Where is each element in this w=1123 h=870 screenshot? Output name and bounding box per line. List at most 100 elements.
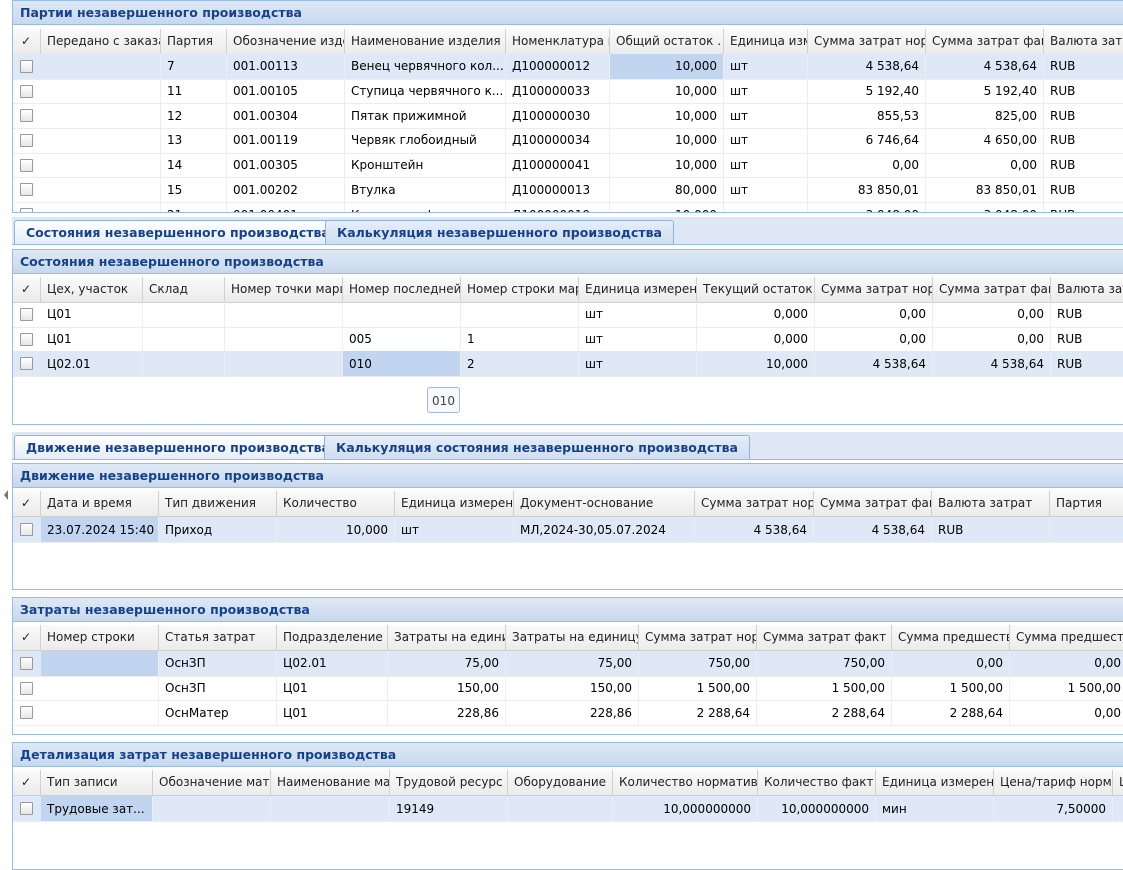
grid-cell[interactable]: 7 (161, 54, 227, 79)
column-header[interactable]: Затраты на единицу (506, 625, 639, 650)
column-header[interactable]: Сумма затрат норм (815, 277, 933, 302)
grid-cell[interactable]: шт (724, 177, 808, 203)
grid-cell[interactable]: 825,00 (926, 103, 1044, 129)
column-header[interactable]: Единица изм (724, 29, 808, 54)
column-header[interactable]: Сумма предшеству (892, 625, 1010, 650)
grid-cell[interactable]: 4 650,00 (926, 128, 1044, 153)
grid-cell[interactable]: МЛ,2024-30,05.07.2024 (514, 517, 695, 542)
grid-cell[interactable]: 001.00105 (227, 78, 345, 104)
grid-cell[interactable]: Кронштейн (345, 152, 506, 178)
grid-cell[interactable]: 0,00 (933, 302, 1051, 327)
column-header[interactable]: Сумма затрат норм (639, 625, 757, 650)
grid-cell[interactable]: 1 (461, 326, 579, 352)
grid-cell[interactable] (41, 177, 161, 203)
grid-row[interactable]: ОснМатер Ц01 228,86 228,86 2 288,64 2 288,64 2… (13, 700, 1123, 727)
column-header[interactable]: Сумма предшеств (1010, 625, 1123, 650)
grid-cell[interactable]: Трудовые зат... (41, 796, 153, 821)
grid-cell[interactable]: Ц01 (41, 326, 143, 352)
grid-cell[interactable]: Ступица червячного к... (345, 78, 506, 104)
grid-cell[interactable]: Д100000013 (506, 177, 610, 203)
grid-cell[interactable]: 10,000 (610, 103, 724, 129)
grid-cell[interactable]: 4 538,64 (926, 54, 1044, 79)
grid-cell[interactable] (1050, 517, 1123, 542)
grid-cell[interactable] (41, 54, 161, 79)
grid-cell[interactable]: 0,00 (926, 152, 1044, 178)
grid-cell[interactable]: 1 500,00 (1010, 676, 1123, 701)
grid-cell[interactable]: шт (724, 54, 808, 79)
grid-cell[interactable]: ОснЗП (159, 651, 277, 676)
grid-cell[interactable]: 150,00 (388, 675, 506, 701)
grid-cell[interactable]: 7,50000 (994, 796, 1113, 821)
column-header[interactable]: Склад (143, 277, 225, 302)
grid-cell[interactable] (153, 796, 271, 821)
grid-cell[interactable] (41, 202, 161, 212)
row-checkbox[interactable] (20, 681, 33, 695)
grid-cell[interactable] (271, 796, 390, 821)
column-header[interactable]: Валюта затрат (932, 491, 1050, 516)
grid-cell[interactable]: 75,00 (388, 651, 506, 676)
grid-cell[interactable]: 001.00305 (227, 152, 345, 178)
column-header[interactable]: Единица измерени (876, 770, 994, 795)
grid-cell[interactable]: 2 (461, 351, 579, 377)
grid-row[interactable]: Ц01 шт 0,000 0,00 0,00 RUB (13, 302, 1123, 328)
column-header[interactable]: Номер строки (41, 625, 159, 650)
grid-cell[interactable]: Венец червячного кол... (345, 54, 506, 79)
row-checkbox[interactable] (20, 133, 33, 147)
grid-cell[interactable] (41, 700, 159, 726)
grid-row[interactable]: Трудовые зат... 19149 10,000000000 10,00000… (13, 796, 1123, 822)
row-checkbox[interactable] (20, 109, 33, 123)
column-header[interactable]: Номер точки марш (225, 277, 343, 302)
grid-cell[interactable]: 10,000 (610, 128, 724, 153)
grid-row[interactable]: 13 001.00119 Червяк глобоидный Д100000034 10… (13, 128, 1123, 154)
grid-cell[interactable]: 1 500,00 (757, 675, 892, 701)
grid-cell[interactable]: шт (724, 78, 808, 104)
grid-cell[interactable] (41, 128, 161, 153)
row-checkbox[interactable] (20, 523, 33, 536)
grid-cell[interactable]: RUB (932, 517, 1050, 542)
grid-cell[interactable]: 010 (343, 351, 461, 377)
grid-cell[interactable]: RUB (1051, 302, 1123, 327)
column-header[interactable]: Количество норматив (613, 770, 758, 795)
grid-cell[interactable]: 6 746,64 (808, 128, 926, 153)
grid-cell[interactable]: 80,000 (610, 177, 724, 203)
grid-cell[interactable]: RUB (1044, 54, 1123, 79)
check-header[interactable]: ✓ (13, 491, 41, 516)
grid-cell[interactable] (508, 796, 613, 821)
check-header[interactable]: ✓ (13, 770, 41, 795)
grid-cell[interactable]: Червяк глобоидный (345, 128, 506, 153)
grid-cell[interactable]: 3 048,00 (808, 202, 926, 212)
grid-row[interactable]: 12 001.00304 Пятак прижимной Д100000030 10,0… (13, 103, 1123, 130)
column-header[interactable]: Номер последней (343, 277, 461, 302)
grid-cell[interactable]: 10,000 (610, 54, 724, 79)
grid-cell[interactable]: 1 500,00 (892, 675, 1010, 701)
column-header[interactable]: Единица измерени (579, 277, 697, 302)
tab[interactable]: Состояния незавершенного производства (14, 220, 342, 244)
grid-cell[interactable]: 005 (343, 326, 461, 352)
grid-cell[interactable]: Пятак прижимной (345, 103, 506, 129)
grid-cell[interactable]: шт (724, 103, 808, 129)
column-header[interactable]: Трудовой ресурс (390, 770, 508, 795)
grid-cell[interactable] (225, 351, 343, 377)
column-header[interactable]: Документ-основание (514, 491, 695, 516)
grid-cell[interactable]: 001.00113 (227, 54, 345, 79)
column-header[interactable]: Общий остаток . (610, 29, 724, 54)
grid-cell[interactable]: Д100000033 (506, 78, 610, 104)
grid-cell[interactable]: 4 538,64 (808, 54, 926, 79)
grid-row[interactable]: 23.07.2024 15:40 Приход 10,000 шт МЛ,2024-30… (13, 517, 1123, 543)
grid-cell[interactable]: 12 (161, 103, 227, 129)
grid-row[interactable]: 15 001.00202 Втулка Д100000013 80,000 шт 83 85… (13, 177, 1123, 204)
grid-cell[interactable]: 23.07.2024 15:40 (41, 517, 159, 542)
grid-cell[interactable]: 4 538,64 (695, 517, 814, 542)
grid-cell[interactable]: 0,00 (1010, 700, 1123, 725)
column-header[interactable]: Сумма затрат норм (808, 29, 926, 54)
grid-cell[interactable]: Приход (159, 517, 277, 542)
grid-cell[interactable]: 0,00 (808, 152, 926, 178)
grid-cell[interactable]: 0,00 (933, 326, 1051, 352)
column-header[interactable]: Подразделение (277, 625, 388, 650)
grid-cell[interactable]: 21 (161, 202, 227, 212)
grid-cell[interactable]: 1 500,00 (639, 675, 757, 701)
grid-cell[interactable] (41, 675, 159, 701)
column-header[interactable]: Партия (161, 29, 227, 54)
grid-cell[interactable] (41, 78, 161, 104)
grid-cell[interactable]: 10,000 (277, 517, 395, 542)
